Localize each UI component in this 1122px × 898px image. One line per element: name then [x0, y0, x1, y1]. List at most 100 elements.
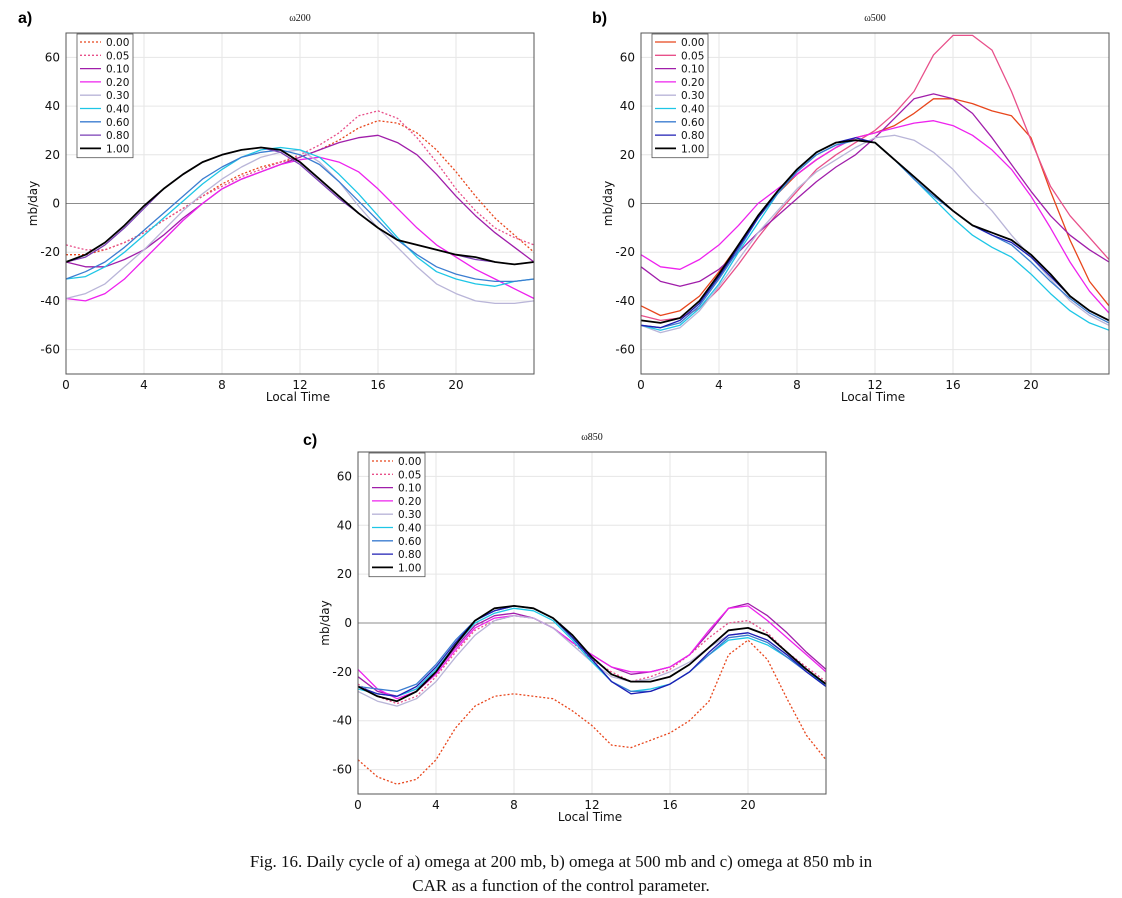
y-tick-label: 0 — [52, 197, 60, 211]
x-tick-label: 8 — [510, 798, 518, 812]
series-line-0.40 — [65, 146, 535, 287]
x-tick-label: 0 — [62, 378, 70, 392]
plot-frame — [65, 32, 535, 375]
legend-label-1.00: 1.00 — [681, 143, 704, 155]
plot-frame — [640, 32, 1110, 375]
series-line-0.80 — [357, 605, 827, 697]
y-axis-label: mb/day — [601, 181, 615, 226]
chart-b: 0 4 8 12 16 20 -60 -40 -20 0 20 40 60 Local Time mb/da… — [601, 13, 1110, 404]
x-tick-label: 16 — [370, 378, 385, 392]
x-tick-label: 8 — [793, 378, 801, 392]
y-tick-label: -20 — [332, 665, 352, 679]
plot-frame — [357, 451, 827, 795]
y-tick-label: 20 — [620, 148, 635, 162]
x-tick-label: 20 — [448, 378, 463, 392]
panel-b-label: b) — [592, 10, 608, 27]
y-axis-label: mb/day — [26, 181, 40, 226]
y-tick-label: 0 — [344, 616, 352, 630]
legend-label-1.00: 1.00 — [106, 143, 129, 155]
series-line-0.20 — [65, 156, 535, 302]
series-line-1.00 — [65, 146, 535, 266]
legend-label-0.05: 0.05 — [398, 469, 421, 481]
y-tick-label: 60 — [337, 469, 352, 483]
legend: 0.000.05 0.100.200.30 0.400.600.801.00 — [368, 452, 426, 578]
y-tick-label: 60 — [620, 50, 635, 64]
series-line-0.05 — [640, 34, 1110, 322]
x-tick-label: 20 — [1023, 378, 1038, 392]
legend: 0.000.05 0.100.200.30 0.400.600.801.00 — [651, 33, 709, 159]
series-line-0.20 — [357, 605, 827, 700]
legend-label-0.10: 0.10 — [398, 483, 421, 495]
y-tick-label: -40 — [40, 294, 60, 308]
x-axis-label: Local Time — [266, 390, 330, 404]
legend-label-0.80: 0.80 — [398, 549, 421, 561]
y-tick-label: -20 — [615, 245, 635, 259]
y-tick-label: 0 — [627, 197, 635, 211]
legend-label-0.00: 0.00 — [681, 37, 704, 49]
panel-a-label: a) — [18, 10, 33, 27]
legend-label-0.40: 0.40 — [681, 104, 704, 116]
x-axis-label: Local Time — [841, 390, 905, 404]
legend-label-0.30: 0.30 — [681, 90, 704, 102]
legend-label-0.05: 0.05 — [681, 50, 704, 62]
x-tick-label: 12 — [292, 378, 307, 392]
y-tick-label: -20 — [40, 245, 60, 259]
x-tick-label: 16 — [945, 378, 960, 392]
y-tick-label: 40 — [620, 99, 635, 113]
series-line-0.00 — [357, 639, 827, 785]
y-tick-label: 20 — [45, 148, 60, 162]
y-tick-label: 20 — [337, 567, 352, 581]
y-tick-label: -60 — [40, 343, 60, 357]
x-tick-label: 0 — [637, 378, 645, 392]
y-tick-label: -60 — [332, 763, 352, 777]
chart-title: ω500 — [864, 13, 886, 24]
chart-title: ω850 — [581, 432, 603, 443]
legend-label-0.00: 0.00 — [398, 456, 421, 468]
series-line-0.20 — [640, 120, 1110, 314]
legend-label-0.30: 0.30 — [398, 509, 421, 521]
legend-label-0.30: 0.30 — [106, 90, 129, 102]
legend: 0.000.05 0.100.200.30 0.400.600.801.00 — [76, 33, 134, 159]
legend-label-0.60: 0.60 — [681, 117, 704, 129]
x-tick-label: 4 — [432, 798, 440, 812]
legend-label-0.20: 0.20 — [681, 77, 704, 89]
panel-c-label: c) — [303, 432, 318, 449]
series-line-1.00 — [640, 139, 1110, 324]
legend-label-0.20: 0.20 — [398, 496, 421, 508]
series-line-0.40 — [357, 607, 827, 697]
x-tick-label: 8 — [218, 378, 226, 392]
chart-title: ω200 — [289, 13, 311, 24]
chart-a: 0 4 8 12 16 20 -60 -40 -20 0 20 40 60 Local Time mb/da… — [26, 13, 535, 404]
legend-label-0.60: 0.60 — [398, 536, 421, 548]
legend-label-0.60: 0.60 — [106, 117, 129, 129]
legend-label-0.05: 0.05 — [106, 50, 129, 62]
legend-label-0.20: 0.20 — [106, 77, 129, 89]
caption-line-1: Fig. 16. Daily cycle of a) omega at 200 … — [249, 852, 873, 871]
x-tick-label: 12 — [867, 378, 882, 392]
x-tick-label: 4 — [140, 378, 148, 392]
chart-c: 0 4 8 12 16 20 -60 -40 -20 0 20 40 60 Local Time mb/da… — [318, 432, 827, 824]
x-tick-label: 20 — [740, 798, 755, 812]
legend-label-0.00: 0.00 — [106, 37, 129, 49]
x-tick-label: 16 — [662, 798, 677, 812]
legend-label-1.00: 1.00 — [398, 562, 421, 574]
caption-line-2: CAR as a function of the control paramet… — [412, 876, 710, 895]
series-line-1.00 — [357, 605, 827, 703]
y-tick-label: -60 — [615, 343, 635, 357]
legend-label-0.80: 0.80 — [106, 130, 129, 142]
legend-label-0.10: 0.10 — [106, 64, 129, 76]
y-tick-label: 60 — [45, 50, 60, 64]
series-line-0.60 — [65, 149, 535, 283]
x-tick-label: 4 — [715, 378, 723, 392]
x-tick-label: 12 — [584, 798, 599, 812]
figure-caption: Fig. 16. Daily cycle of a) omega at 200 … — [0, 850, 1122, 898]
legend-label-0.40: 0.40 — [106, 104, 129, 116]
x-axis-label: Local Time — [558, 810, 622, 824]
series-line-0.05 — [357, 615, 827, 705]
y-tick-label: -40 — [615, 294, 635, 308]
x-tick-label: 0 — [354, 798, 362, 812]
legend-label-0.10: 0.10 — [681, 64, 704, 76]
y-axis-label: mb/day — [318, 600, 332, 645]
legend-label-0.80: 0.80 — [681, 130, 704, 142]
